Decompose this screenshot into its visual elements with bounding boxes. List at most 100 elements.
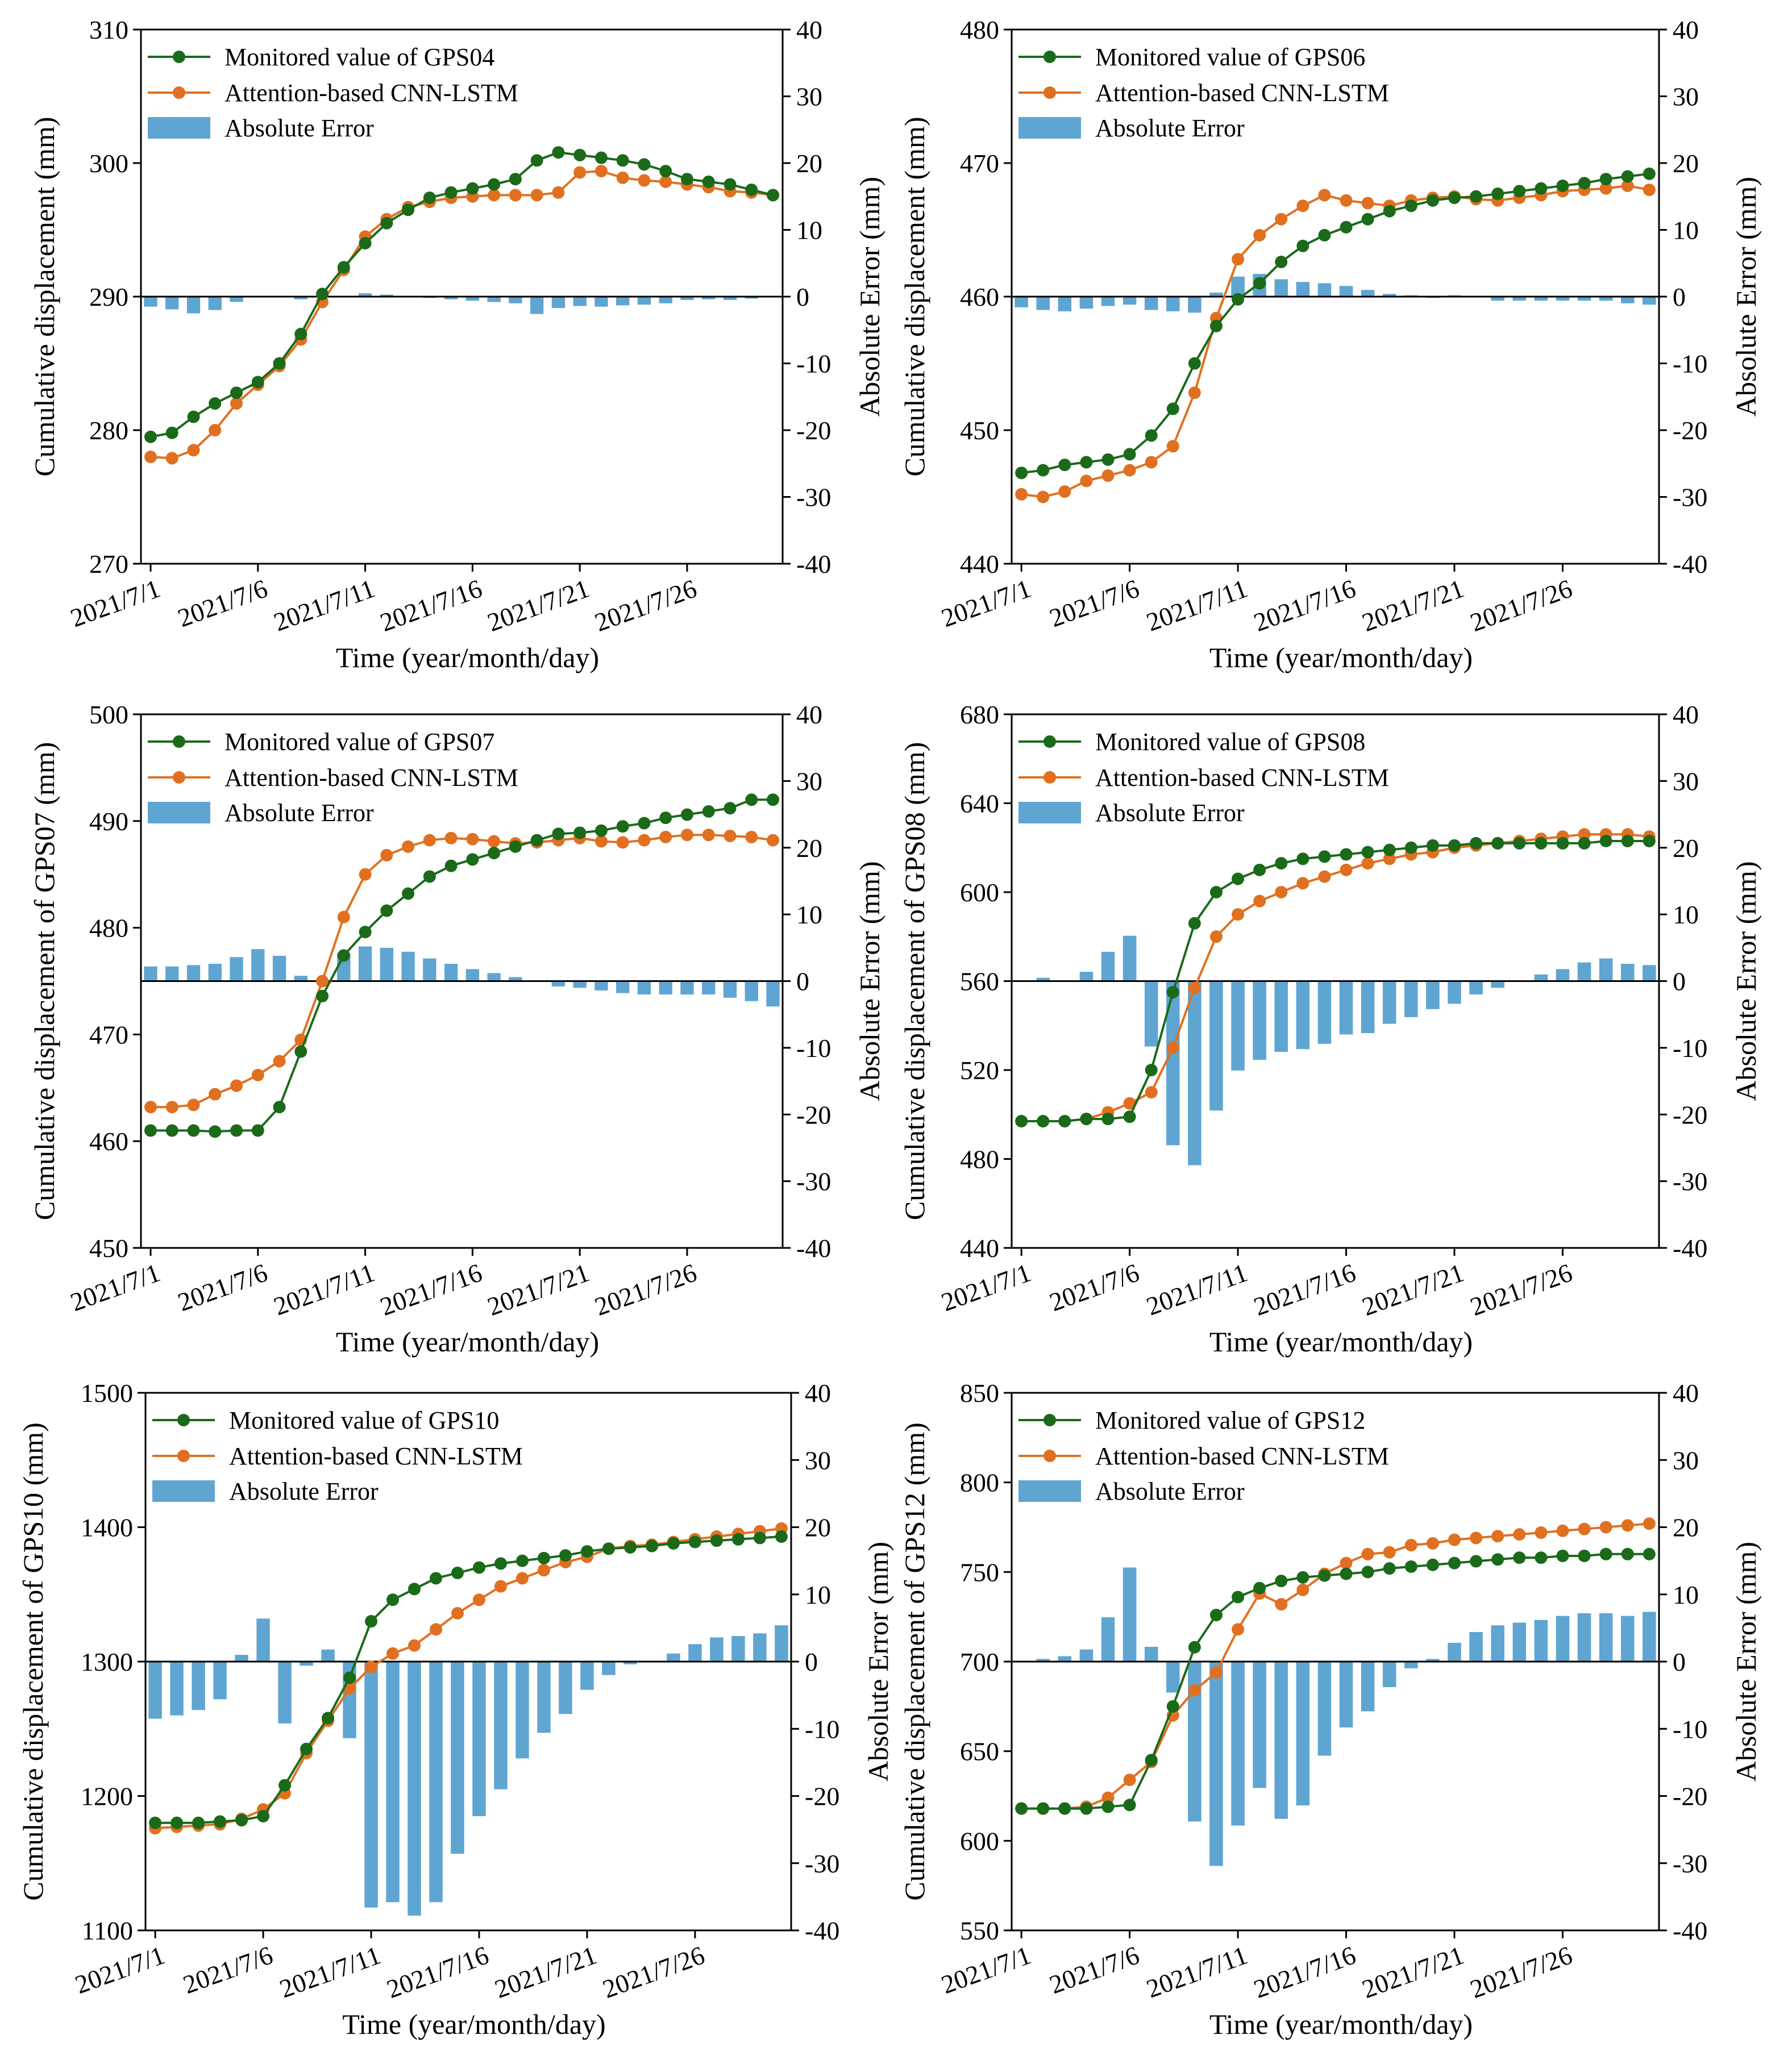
error-bar — [186, 297, 201, 314]
y2-tick-label: 20 — [805, 1513, 831, 1542]
monitored-point — [1318, 228, 1331, 242]
monitored-line — [1021, 172, 1650, 475]
predicted-point — [1340, 194, 1353, 207]
x-tick-label: 2021/7/1 — [66, 573, 164, 632]
x-tick-label: 2021/7/26 — [591, 1258, 701, 1321]
monitored-point — [1383, 1562, 1396, 1575]
monitored-point — [731, 1533, 745, 1546]
legend-predicted-label: Attention-based CNN-LSTM — [1095, 764, 1389, 792]
monitored-point — [1535, 1551, 1548, 1564]
x-tick-label: 2021/7/1 — [937, 1940, 1034, 1999]
y-axis-title: Cumulative displacement of GPS12 (mm) — [899, 1422, 930, 1901]
predicted-point — [408, 1639, 421, 1652]
monitored-point — [1123, 448, 1136, 461]
predicted-point — [1361, 857, 1374, 870]
error-bar — [1469, 1631, 1483, 1662]
y2-tick-label: 30 — [796, 82, 822, 111]
error-bar — [723, 297, 737, 300]
error-bar — [1361, 1662, 1375, 1712]
x-axis-title: Time (year/month/day) — [1209, 642, 1473, 673]
error-bar — [1599, 958, 1613, 981]
y-tick-label: 520 — [960, 1056, 999, 1085]
predicted-point — [1383, 1546, 1396, 1559]
legend-monitored-label: Monitored value of GPS10 — [229, 1406, 499, 1434]
monitored-point — [294, 1045, 307, 1058]
x-tick-label: 2021/7/21 — [1358, 1258, 1468, 1321]
legend-error-label: Absolute Error — [224, 799, 374, 827]
predicted-point — [466, 833, 479, 846]
monitored-point — [580, 1545, 593, 1558]
error-bar — [1253, 1662, 1266, 1788]
error-bar — [1036, 977, 1050, 981]
x-tick-label: 2021/7/11 — [1142, 573, 1251, 636]
y2-tick-label: -10 — [805, 1714, 839, 1743]
monitored-point — [680, 173, 693, 186]
x-tick-label: 2021/7/26 — [1466, 1258, 1576, 1321]
predicted-point — [594, 165, 608, 178]
error-bar — [1188, 981, 1201, 1166]
monitored-point — [444, 859, 458, 872]
predicted-point — [1275, 213, 1288, 226]
predicted-point — [1643, 1517, 1656, 1530]
error-bar — [380, 294, 394, 297]
error-bar — [551, 981, 566, 987]
predicted-point — [337, 910, 350, 923]
monitored-point — [1448, 192, 1461, 205]
predicted-point — [165, 452, 178, 465]
predicted-point — [1145, 456, 1158, 469]
monitored-point — [1275, 255, 1288, 268]
error-bar — [1426, 981, 1440, 1009]
predicted-point — [1318, 870, 1331, 883]
monitored-point — [472, 1561, 485, 1574]
y-tick-label: 680 — [960, 700, 999, 729]
x-tick-label: 2021/7/1 — [937, 1258, 1034, 1317]
x-tick-label: 2021/7/26 — [1466, 573, 1576, 637]
predicted-point — [1513, 1528, 1526, 1541]
error-bar — [1274, 981, 1288, 1052]
y-tick-label: 300 — [89, 149, 128, 178]
y2-tick-label: 0 — [1673, 282, 1686, 311]
monitored-point — [1383, 843, 1396, 856]
monitored-point — [1166, 1700, 1179, 1713]
legend-monitored-marker — [1043, 1414, 1056, 1426]
predicted-point — [230, 1079, 243, 1092]
y2-tick-label: -30 — [796, 1167, 831, 1196]
monitored-point — [1556, 179, 1569, 192]
monitored-point — [745, 184, 758, 196]
monitored-point — [1209, 886, 1223, 898]
monitored-point — [1080, 456, 1093, 469]
monitored-point — [1578, 1549, 1591, 1562]
error-bar — [616, 981, 630, 993]
error-bar — [321, 1649, 335, 1662]
monitored-point — [1296, 239, 1309, 252]
x-tick-label: 2021/7/21 — [484, 1258, 593, 1321]
y2-tick-label: -40 — [796, 1234, 831, 1263]
monitored-point — [688, 1535, 701, 1549]
predicted-point — [1209, 1666, 1223, 1679]
legend-monitored-marker — [173, 735, 185, 748]
error-bar — [148, 1662, 162, 1719]
error-bar — [1036, 1659, 1050, 1662]
predicted-point — [1361, 197, 1374, 210]
y2-tick-label: 30 — [1673, 767, 1699, 796]
error-bar — [429, 1662, 443, 1903]
y2-tick-label: 0 — [1673, 1647, 1686, 1676]
monitored-point — [316, 288, 329, 301]
monitored-point — [1599, 1547, 1612, 1560]
monitored-point — [1318, 1569, 1331, 1582]
y2-tick-label: -10 — [1673, 349, 1707, 378]
predicted-point — [1556, 1524, 1569, 1537]
monitored-point — [573, 148, 587, 161]
y2-tick-label: 10 — [796, 216, 822, 245]
predicted-point — [1188, 1684, 1201, 1697]
monitored-point — [638, 158, 651, 171]
monitored-point — [1015, 467, 1028, 480]
legend-error-label: Absolute Error — [229, 1477, 379, 1505]
y2-tick-label: 10 — [1673, 1580, 1699, 1609]
error-bar — [358, 293, 372, 297]
legend-error-swatch — [148, 802, 210, 823]
error-bar — [278, 1662, 292, 1724]
y2-tick-label: -20 — [796, 416, 831, 445]
monitored-point — [165, 426, 178, 439]
